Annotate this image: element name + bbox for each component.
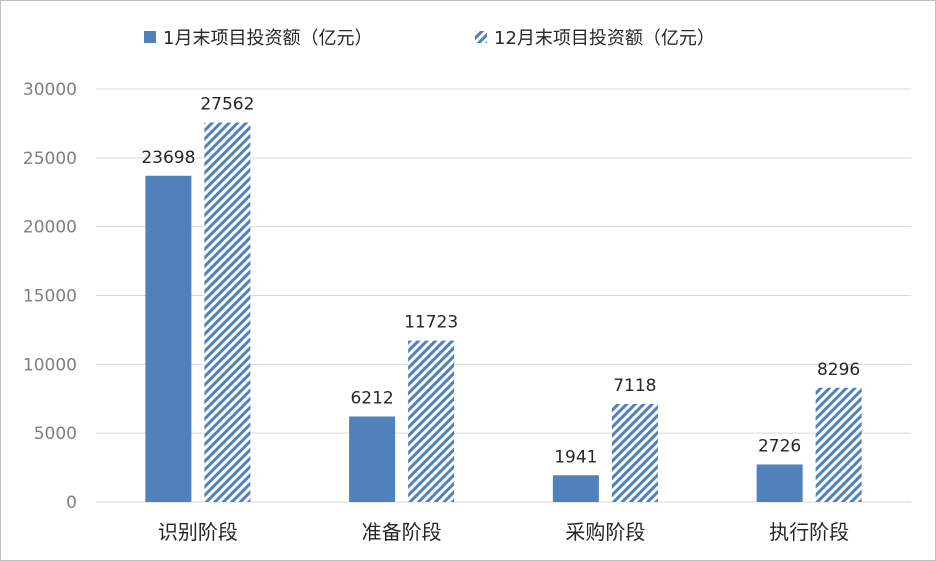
y-tick-label: 0 <box>66 493 77 513</box>
category-label: 准备阶段 <box>362 520 442 544</box>
y-axis-ticks: 0 5000 10000 15000 20000 25000 30000 <box>23 80 77 513</box>
bar-dec-2 <box>611 404 658 502</box>
data-label: 1941 <box>554 447 597 467</box>
category-label: 采购阶段 <box>565 520 645 544</box>
category-label: 执行阶段 <box>769 520 849 544</box>
legend-label: 1月末项目投资额（亿元） <box>163 28 372 49</box>
bars <box>145 122 862 502</box>
bar-dec-0 <box>204 122 251 502</box>
x-axis-categories: 识别阶段 准备阶段 采购阶段 执行阶段 <box>158 520 849 544</box>
data-label: 7118 <box>613 376 656 396</box>
data-label: 23698 <box>141 148 195 168</box>
category-label: 识别阶段 <box>158 520 238 544</box>
bar-jan-3 <box>756 464 803 502</box>
data-labels: 23698 27562 6212 11723 1941 7118 2726 8296 <box>141 95 860 468</box>
data-label: 27562 <box>200 95 254 115</box>
legend-label: 12月末项目投资额（亿元） <box>494 28 715 49</box>
y-tick-label: 5000 <box>34 424 77 444</box>
bar-jan-2 <box>552 475 599 502</box>
data-label: 8296 <box>817 360 860 380</box>
y-tick-label: 30000 <box>23 80 77 100</box>
data-label: 2726 <box>758 436 801 456</box>
data-label: 11723 <box>404 313 458 333</box>
bar-dec-3 <box>815 387 862 502</box>
data-label: 6212 <box>350 388 393 408</box>
y-tick-label: 15000 <box>23 287 77 307</box>
y-tick-label: 25000 <box>23 149 77 169</box>
legend-swatch-0 <box>144 31 156 43</box>
bar-jan-0 <box>145 175 192 502</box>
y-tick-label: 20000 <box>23 218 77 238</box>
legend: 1月末项目投资额（亿元） 12月末项目投资额（亿元） <box>144 28 715 49</box>
bar-jan-1 <box>349 416 396 502</box>
y-tick-label: 10000 <box>23 355 77 375</box>
legend-swatch-1 <box>475 31 487 43</box>
bar-dec-1 <box>408 340 455 502</box>
